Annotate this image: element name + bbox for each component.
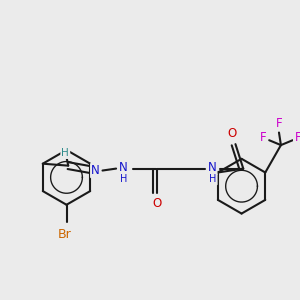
Text: F: F	[276, 117, 282, 130]
Text: H: H	[209, 174, 217, 184]
Text: H: H	[61, 148, 69, 158]
Text: O: O	[227, 127, 236, 140]
Text: F: F	[295, 131, 300, 144]
Text: N: N	[118, 161, 127, 174]
Text: H: H	[120, 174, 128, 184]
Text: N: N	[208, 161, 216, 174]
Text: F: F	[260, 131, 267, 144]
Text: O: O	[153, 197, 162, 210]
Text: Br: Br	[58, 228, 71, 241]
Text: N: N	[91, 164, 100, 177]
